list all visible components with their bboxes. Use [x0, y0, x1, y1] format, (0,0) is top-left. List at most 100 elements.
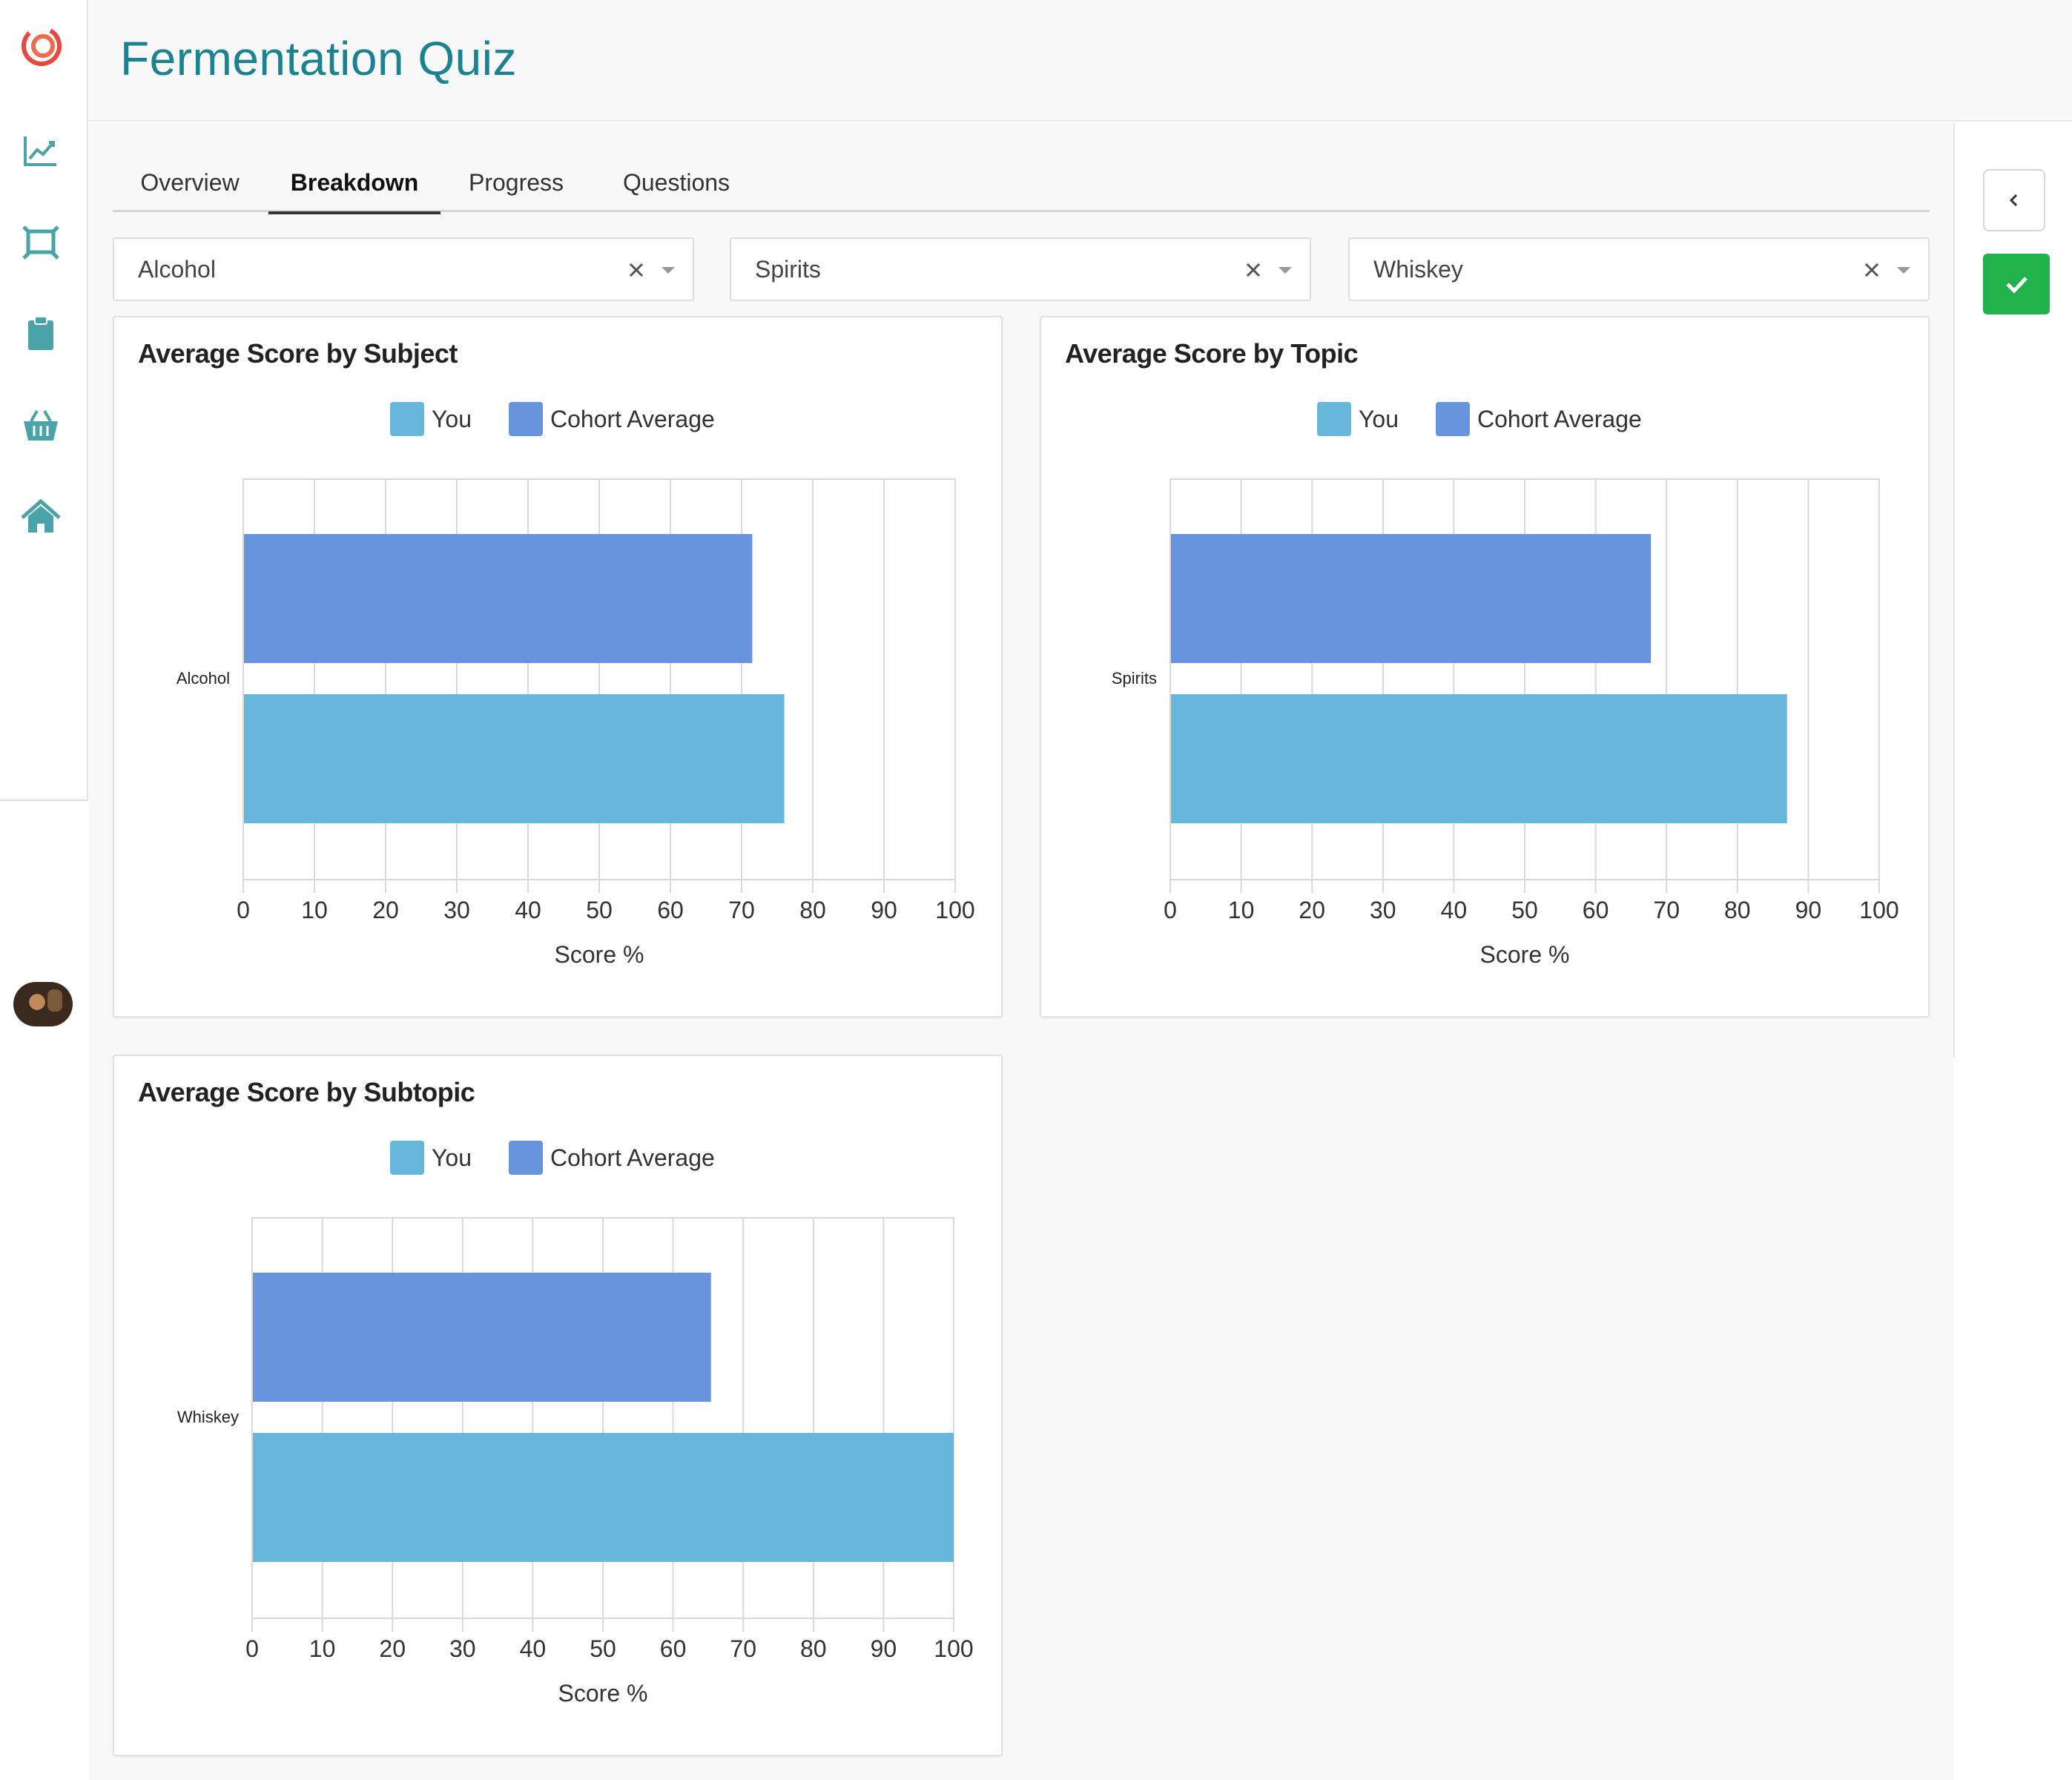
x-tick-label: 50 — [1511, 897, 1538, 923]
x-axis-title: Score % — [558, 1680, 648, 1707]
legend-label: You — [432, 1144, 472, 1171]
x-tick-label: 70 — [1653, 897, 1680, 923]
x-tick-label: 60 — [1583, 897, 1609, 923]
subtopic-select[interactable]: Whiskey — [1348, 237, 1930, 301]
confirm-button[interactable] — [1983, 254, 2050, 314]
tab-bar: Overview Breakdown Progress Questions — [113, 160, 1930, 214]
page-title: Fermentation Quiz — [120, 32, 517, 85]
sidebar-nav — [0, 0, 88, 801]
x-axis-title: Score % — [555, 941, 644, 968]
legend-item[interactable]: Cohort Average — [509, 1139, 715, 1176]
legend-swatch — [509, 1141, 543, 1175]
legend-item[interactable]: Cohort Average — [1436, 400, 1642, 438]
chevron-down-icon[interactable] — [661, 267, 675, 274]
tab-breakdown[interactable]: Breakdown — [268, 160, 441, 214]
legend-item[interactable]: Cohort Average — [509, 400, 715, 438]
clear-icon[interactable] — [1241, 258, 1265, 282]
legend-swatch — [509, 402, 543, 436]
chevron-left-icon — [2009, 194, 2018, 207]
topic-chart-card: Average Score by Topic You Cohort Average 0… — [1040, 316, 1930, 1018]
right-panel — [1953, 123, 2072, 1058]
x-tick-label: 80 — [799, 897, 826, 923]
x-tick-label: 0 — [245, 1635, 259, 1662]
x-tick-label: 90 — [1795, 897, 1822, 923]
subtopic-select-value: Whiskey — [1373, 256, 1463, 283]
bar-cohort-average[interactable] — [244, 534, 753, 663]
chart-title: Average Score by Topic — [1065, 338, 1359, 369]
bar-cohort-average[interactable] — [253, 1273, 711, 1402]
legend-label: You — [432, 405, 472, 432]
bar-you[interactable] — [1171, 694, 1787, 823]
legend-item[interactable]: You — [390, 400, 472, 438]
x-tick-label: 60 — [660, 1635, 687, 1662]
bar-chart: 0 10 20 30 40 50 60 70 80 90 100 Whiskey Score % — [177, 1217, 974, 1707]
legend-swatch — [390, 1141, 424, 1175]
x-tick-label: 70 — [730, 1635, 756, 1662]
topic-select[interactable]: Spirits — [730, 237, 1311, 301]
subject-select[interactable]: Alcohol — [113, 237, 694, 301]
line-chart-icon[interactable] — [19, 129, 62, 172]
x-tick-label: 50 — [586, 897, 613, 923]
x-tick-label: 10 — [301, 897, 328, 923]
avatar[interactable] — [13, 982, 73, 1026]
legend-item[interactable]: You — [1317, 400, 1399, 438]
topic-select-value: Spirits — [755, 256, 821, 283]
clear-icon[interactable] — [624, 258, 648, 282]
bar-chart: 0 10 20 30 40 50 60 70 80 90 100 Alcohol Score % — [176, 478, 975, 968]
chart-legend: You Cohort Average — [1041, 400, 1931, 438]
category-label: Spirits — [1112, 669, 1157, 688]
checkmark-icon — [2006, 277, 2028, 294]
x-tick-label: 90 — [871, 1635, 897, 1662]
app-logo[interactable] — [19, 21, 67, 68]
x-tick-label: 0 — [1164, 897, 1177, 923]
category-label: Alcohol — [176, 669, 230, 688]
x-tick-label: 40 — [520, 1635, 547, 1662]
tab-questions[interactable]: Questions — [622, 169, 730, 196]
basket-icon[interactable] — [19, 403, 62, 446]
bar-cohort-average[interactable] — [1171, 534, 1652, 663]
x-tick-label: 40 — [1441, 897, 1468, 923]
frame-icon[interactable] — [19, 221, 62, 264]
x-tick-label: 100 — [934, 1635, 973, 1662]
x-tick-label: 90 — [871, 897, 897, 923]
x-tick-label: 0 — [237, 897, 250, 923]
x-tick-label: 20 — [379, 1635, 406, 1662]
home-icon[interactable] — [19, 495, 62, 538]
main-content: Overview Breakdown Progress Questions Al… — [89, 123, 1953, 1780]
bar-you[interactable] — [244, 694, 785, 823]
chevron-down-icon[interactable] — [1278, 267, 1292, 274]
collapse-panel-button[interactable] — [1983, 169, 2045, 231]
sidebar-divider — [0, 800, 88, 801]
chart-title: Average Score by Subtopic — [138, 1077, 475, 1107]
x-tick-label: 80 — [1724, 897, 1751, 923]
legend-item[interactable]: You — [390, 1139, 472, 1176]
tab-progress[interactable]: Progress — [468, 169, 564, 196]
x-tick-label: 60 — [657, 897, 684, 923]
legend-swatch — [1436, 402, 1470, 436]
category-label: Whiskey — [177, 1408, 239, 1426]
bar-chart: 0 10 20 30 40 50 60 70 80 90 100 Spirits Score % — [1112, 478, 1899, 968]
clear-icon[interactable] — [1860, 258, 1884, 282]
legend-label: You — [1359, 405, 1399, 432]
x-tick-label: 30 — [443, 897, 470, 923]
x-axis-title: Score % — [1480, 941, 1570, 968]
chart-legend: You Cohort Average — [114, 400, 1004, 438]
chart-title: Average Score by Subject — [138, 338, 458, 369]
subject-chart-card: Average Score by Subject You Cohort Averag… — [113, 316, 1003, 1018]
bar-you[interactable] — [253, 1433, 954, 1562]
x-tick-label: 80 — [800, 1635, 827, 1662]
page-header: Fermentation Quiz — [89, 0, 2072, 122]
chevron-down-icon[interactable] — [1897, 267, 1910, 274]
x-tick-label: 20 — [372, 897, 399, 923]
x-tick-label: 10 — [1228, 897, 1255, 923]
legend-swatch — [1317, 402, 1351, 436]
x-tick-label: 30 — [449, 1635, 476, 1662]
tab-overview[interactable]: Overview — [140, 169, 240, 196]
x-tick-label: 10 — [309, 1635, 336, 1662]
x-tick-label: 20 — [1299, 897, 1325, 923]
legend-label: Cohort Average — [1477, 405, 1642, 432]
clipboard-icon[interactable] — [19, 312, 62, 355]
legend-label: Cohort Average — [550, 405, 715, 432]
legend-label: Cohort Average — [550, 1144, 715, 1171]
subtopic-chart-card: Average Score by Subtopic You Cohort Avera… — [113, 1055, 1003, 1756]
